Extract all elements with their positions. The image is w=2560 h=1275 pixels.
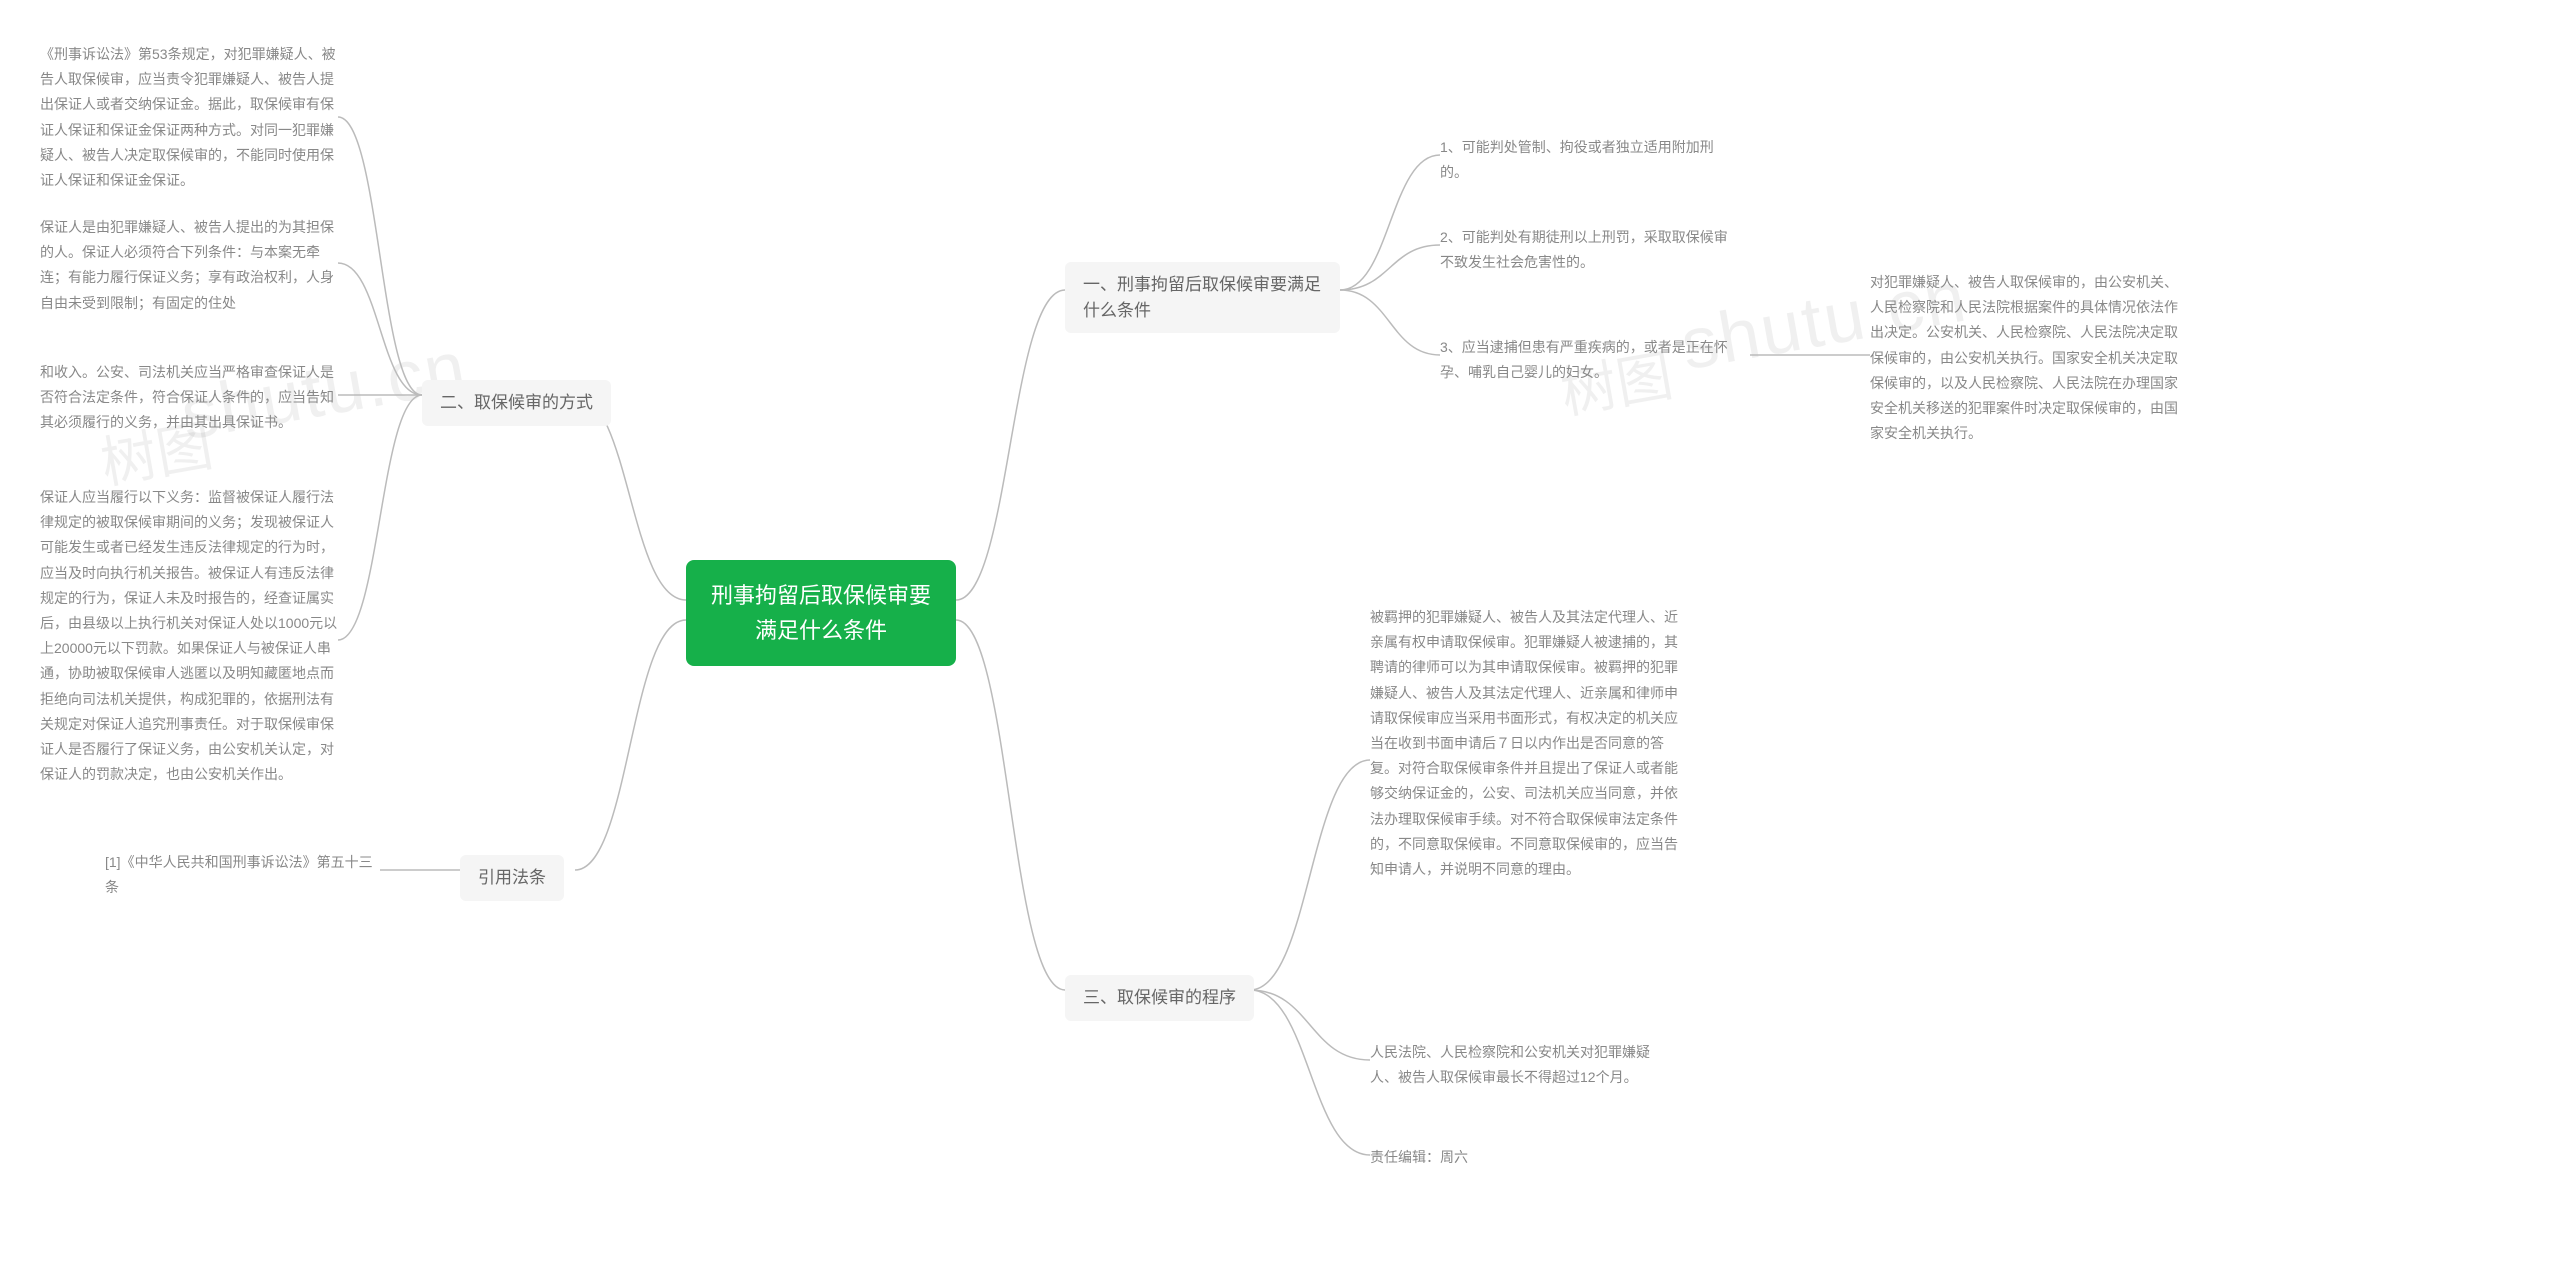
branch-2-child-4: 保证人应当履行以下义务：监督被保证人履行法律规定的被取保候审期间的义务；发现被保…: [40, 485, 340, 787]
root-title: 刑事拘留后取保候审要满足什么条件: [711, 583, 931, 643]
branch-2-child-1: 《刑事诉讼法》第53条规定，对犯罪嫌疑人、被告人取保候审，应当责令犯罪嫌疑人、被…: [40, 42, 340, 193]
branch-2-title: 二、取保候审的方式: [440, 393, 593, 412]
branch-1-child-3: 3、应当逮捕但患有严重疾病的，或者是正在怀孕、哺乳自己婴儿的妇女。: [1440, 335, 1740, 385]
branch-1-child-2: 2、可能判处有期徒刑以上刑罚，采取取保候审不致发生社会危害性的。: [1440, 225, 1740, 275]
root-node: 刑事拘留后取保候审要满足什么条件: [686, 560, 956, 666]
branch-2: 二、取保候审的方式: [422, 380, 611, 426]
branch-1-child-1: 1、可能判处管制、拘役或者独立适用附加刑的。: [1440, 135, 1740, 185]
branch-2-child-2: 保证人是由犯罪嫌疑人、被告人提出的为其担保的人。保证人必须符合下列条件：与本案无…: [40, 215, 340, 316]
branch-law-title: 引用法条: [478, 868, 546, 887]
branch-1-title: 一、刑事拘留后取保候审要满足什么条件: [1083, 275, 1321, 320]
branch-2-child-3: 和收入。公安、司法机关应当严格审查保证人是否符合法定条件，符合保证人条件的，应当…: [40, 360, 340, 436]
branch-1-child-3-detail: 对犯罪嫌疑人、被告人取保候审的，由公安机关、人民检察院和人民法院根据案件的具体情…: [1870, 270, 2180, 446]
branch-3: 三、取保候审的程序: [1065, 975, 1254, 1021]
branch-3-title: 三、取保候审的程序: [1083, 988, 1236, 1007]
branch-3-child-3: 责任编辑：周六: [1370, 1145, 1670, 1170]
connector-lines: [0, 0, 2560, 1275]
branch-3-child-1: 被羁押的犯罪嫌疑人、被告人及其法定代理人、近亲属有权申请取保候审。犯罪嫌疑人被逮…: [1370, 605, 1680, 882]
branch-3-child-2: 人民法院、人民检察院和公安机关对犯罪嫌疑人、被告人取保候审最长不得超过12个月。: [1370, 1040, 1670, 1090]
branch-law-child-1: [1]《中华人民共和国刑事诉讼法》第五十三条: [105, 850, 385, 900]
branch-law: 引用法条: [460, 855, 564, 901]
branch-1: 一、刑事拘留后取保候审要满足什么条件: [1065, 262, 1340, 333]
